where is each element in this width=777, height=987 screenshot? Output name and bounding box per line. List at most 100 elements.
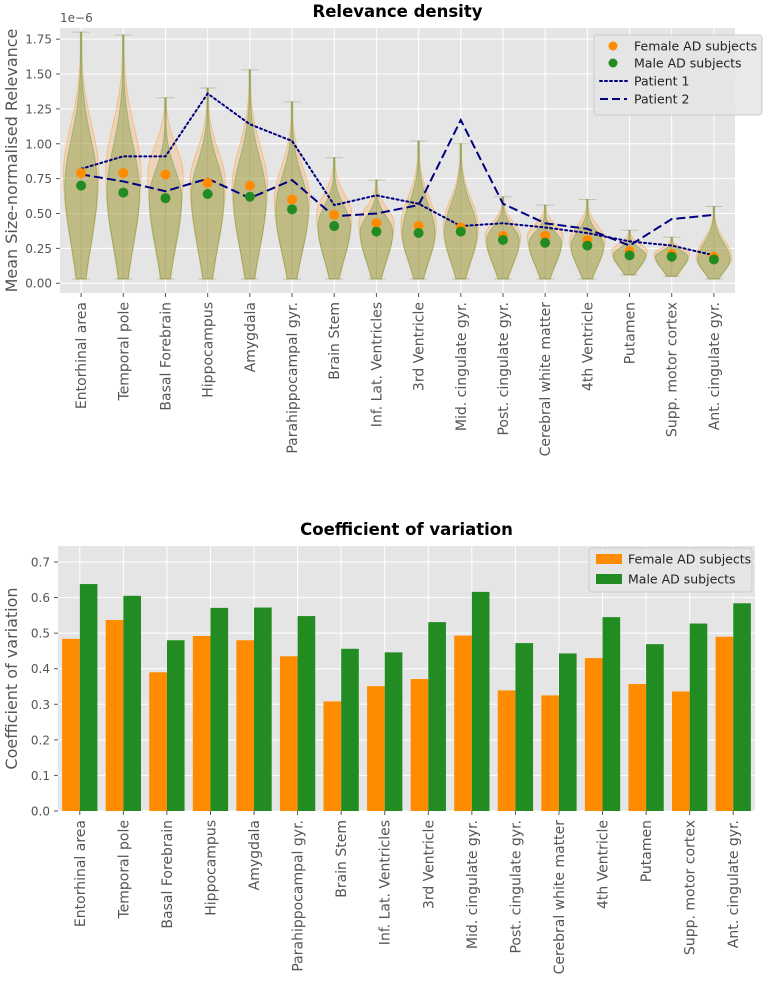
legend: Female AD subjects Male AD subjects <box>588 547 753 593</box>
violin-male-4 <box>233 69 267 280</box>
x-tick-label: 4th Ventricle <box>580 302 596 391</box>
x-tick-label: Amygdala <box>243 302 259 372</box>
y-tick-label: 0.50 <box>25 207 52 221</box>
female-bar <box>279 656 298 811</box>
male-marker <box>666 251 677 262</box>
violin-female-4 <box>231 69 269 280</box>
male-marker <box>244 191 255 202</box>
violin-female-15 <box>695 206 733 280</box>
violin-male-5 <box>275 101 309 280</box>
y-tick-label: 0.1 <box>31 769 50 783</box>
x-tick-label: Supp. motor cortex <box>683 820 699 955</box>
x-tick-label: Mid. cingulate gyr. <box>454 302 470 431</box>
male-bar <box>210 607 229 811</box>
x-tick-label: Cerebral white matter <box>552 820 568 975</box>
y-tick-label: 1.75 <box>25 33 52 47</box>
male-marker <box>329 221 340 232</box>
x-tick-label: 4th Ventricle <box>596 820 612 909</box>
legend-label: Male AD subjects <box>634 56 742 71</box>
x-tick-label: Post. cingulate gyr. <box>508 820 524 954</box>
y-tick-label: 0.6 <box>31 591 50 605</box>
violin-male-15 <box>697 206 731 280</box>
x-tick-label: Basal Forebrain <box>160 820 176 929</box>
legend-label: Patient 2 <box>634 92 689 107</box>
female-bar <box>323 701 342 811</box>
male-marker <box>202 188 213 199</box>
y-tick-label: 0.5 <box>31 627 50 641</box>
female-bar <box>628 684 647 811</box>
x-tick-label: 3rd Ventricle <box>421 820 437 909</box>
male-bar <box>341 648 359 811</box>
x-tick-label: Cerebral white matter <box>538 302 554 457</box>
legend-label: Patient 1 <box>634 74 689 89</box>
male-bar <box>689 623 708 811</box>
y-tick-label: 0.0 <box>31 805 50 819</box>
patient-2-line <box>80 117 715 247</box>
violin-female-5 <box>273 101 311 280</box>
female-bar <box>584 658 603 811</box>
legend-label: Male AD subjects <box>628 572 736 587</box>
female-marker <box>287 194 298 205</box>
legend-swatch <box>596 574 622 584</box>
legend-swatch <box>596 554 622 564</box>
female-marker <box>413 221 424 232</box>
y-axis-label: Coefficient of variation <box>2 587 21 769</box>
female-bar <box>149 672 167 811</box>
male-bar <box>297 616 316 811</box>
y-tick-label: 1.25 <box>25 102 52 116</box>
male-bar <box>471 591 490 811</box>
male-marker <box>118 187 129 198</box>
male-marker <box>287 204 298 215</box>
female-bar <box>105 619 124 811</box>
x-tick-label: Entorhinal area <box>74 302 90 409</box>
female-bar <box>236 640 255 811</box>
female-marker <box>118 168 129 179</box>
male-marker <box>497 235 508 245</box>
male-marker <box>708 254 719 265</box>
male-bar <box>646 644 664 811</box>
x-tick-label: Putamen <box>623 302 639 364</box>
male-marker <box>624 250 635 261</box>
female-marker <box>540 230 551 241</box>
female-marker <box>244 180 255 191</box>
x-tick-label: Inf. Lat. Ventricles <box>369 302 385 427</box>
y-tick-label: 0.7 <box>31 556 50 570</box>
legend-marker <box>608 41 618 51</box>
x-tick-label: Hippocampus <box>201 302 217 398</box>
female-bar <box>192 635 211 811</box>
chart-title: Coefficient of variation <box>300 520 513 539</box>
x-tick-label: Amygdala <box>247 820 263 890</box>
x-tick-label: Ant. cingulate gyr. <box>707 302 723 430</box>
y-tick-label: 0.25 <box>25 242 52 256</box>
legend-label: Female AD subjects <box>628 552 751 567</box>
x-tick-label: Mid. cingulate gyr. <box>465 820 481 949</box>
y-tick-label: 1.50 <box>25 68 52 82</box>
male-bar <box>79 584 98 811</box>
x-tick-label: Brain Stem <box>334 820 350 898</box>
x-tick-label: Temporal pole <box>116 820 132 920</box>
y-tick-label: 0.75 <box>25 172 52 186</box>
x-tick-label: Hippocampus <box>203 820 219 916</box>
male-marker <box>160 193 171 204</box>
x-tick-label: Parahippocampal gyr. <box>291 820 307 972</box>
violin-male-0 <box>64 31 98 280</box>
chart-title: Relevance density <box>313 2 483 21</box>
female-bar <box>541 695 559 811</box>
x-tick-label: Entorhinal area <box>73 820 89 927</box>
y-tick-label: 0.00 <box>25 277 52 291</box>
y-tick-label: 1.00 <box>25 137 52 151</box>
male-marker <box>76 180 87 191</box>
x-tick-label: Post. cingulate gyr. <box>496 302 512 436</box>
legend: Female AD subjects Male AD subjects Patien… <box>593 34 763 116</box>
x-tick-label: Temporal pole <box>116 302 132 402</box>
y-tick-label: 0.2 <box>31 733 50 747</box>
female-marker <box>371 218 382 229</box>
y-tick-label: 0.4 <box>31 662 50 676</box>
female-bar <box>454 635 472 811</box>
male-bar <box>602 617 621 811</box>
male-bar <box>733 603 751 811</box>
male-marker <box>455 226 466 237</box>
x-tick-label: Inf. Lat. Ventricles <box>378 820 394 945</box>
legend-label: Female AD subjects <box>634 39 757 54</box>
